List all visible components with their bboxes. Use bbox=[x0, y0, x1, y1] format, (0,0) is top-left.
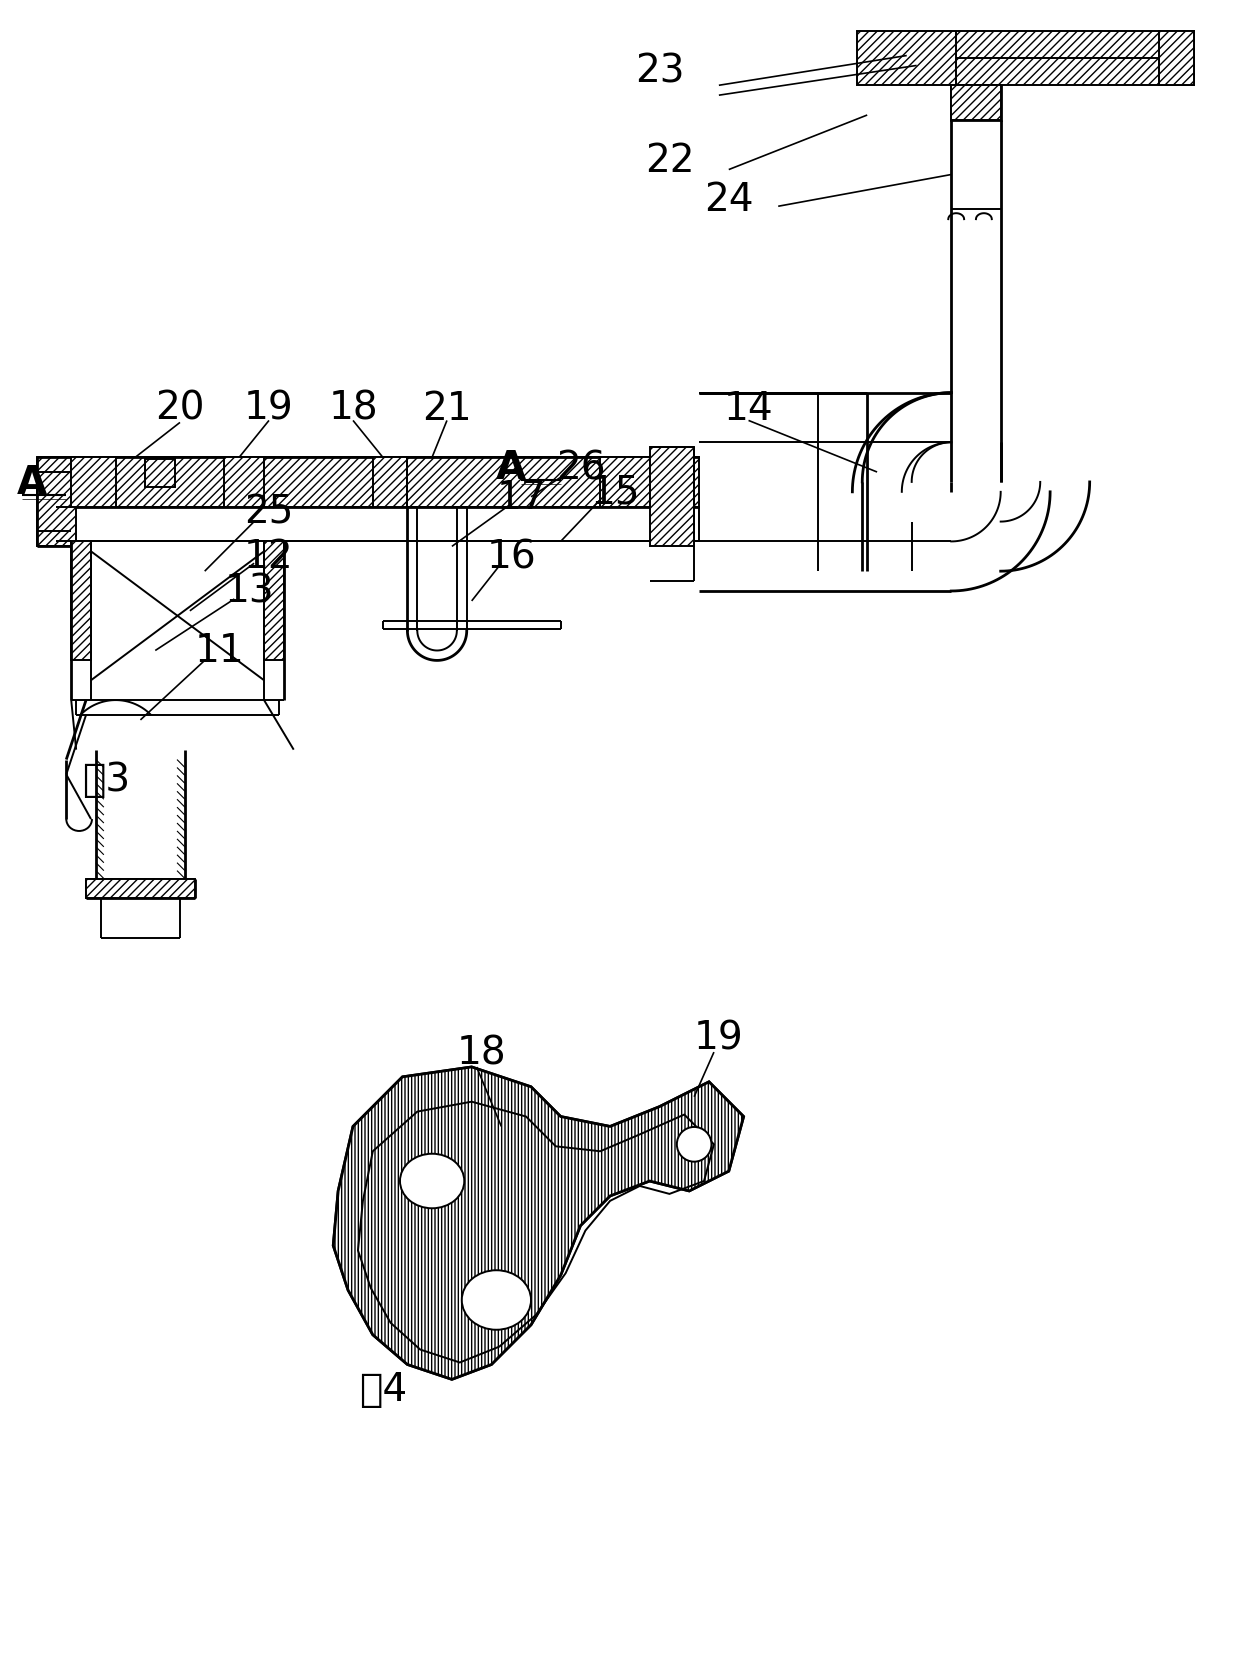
Text: 13: 13 bbox=[224, 573, 274, 611]
PathPatch shape bbox=[334, 1067, 744, 1380]
Bar bbox=[227, 460, 234, 473]
Bar bbox=[951, 86, 1001, 121]
Ellipse shape bbox=[401, 1154, 464, 1208]
Text: 25: 25 bbox=[244, 493, 294, 531]
Text: 22: 22 bbox=[645, 142, 694, 179]
PathPatch shape bbox=[334, 1067, 744, 1380]
Text: 19: 19 bbox=[244, 389, 294, 427]
Ellipse shape bbox=[461, 1271, 531, 1331]
Text: A: A bbox=[16, 463, 47, 501]
Text: 图3: 图3 bbox=[82, 761, 130, 799]
Bar bbox=[71, 458, 115, 508]
Bar bbox=[374, 492, 383, 505]
Text: 19: 19 bbox=[694, 1018, 744, 1056]
Bar bbox=[86, 879, 195, 899]
Text: 23: 23 bbox=[635, 53, 684, 91]
Bar bbox=[857, 31, 1194, 86]
Bar bbox=[603, 492, 610, 505]
Bar bbox=[37, 458, 76, 548]
Text: 15: 15 bbox=[590, 473, 640, 511]
Text: 18: 18 bbox=[456, 1033, 506, 1071]
Bar bbox=[637, 492, 646, 505]
Bar bbox=[650, 449, 694, 548]
Bar bbox=[887, 46, 1174, 71]
Bar bbox=[145, 460, 175, 488]
Bar bbox=[71, 543, 91, 660]
Bar bbox=[74, 492, 82, 505]
Bar bbox=[374, 460, 383, 473]
Bar bbox=[951, 86, 1001, 121]
Bar bbox=[227, 492, 234, 505]
Text: 18: 18 bbox=[329, 389, 378, 427]
Text: 24: 24 bbox=[704, 180, 754, 218]
Bar bbox=[603, 460, 610, 473]
Bar bbox=[74, 460, 82, 473]
Bar bbox=[71, 508, 699, 543]
Ellipse shape bbox=[677, 1127, 712, 1162]
Text: 21: 21 bbox=[422, 389, 471, 427]
Text: 20: 20 bbox=[155, 389, 205, 427]
Bar bbox=[1159, 31, 1194, 86]
Text: 11: 11 bbox=[195, 632, 244, 670]
Bar bbox=[637, 460, 646, 473]
Bar bbox=[600, 458, 650, 508]
Bar bbox=[71, 458, 699, 508]
Text: 26: 26 bbox=[556, 449, 605, 487]
Text: 17: 17 bbox=[496, 478, 546, 516]
Text: 16: 16 bbox=[486, 538, 536, 576]
Bar bbox=[224, 458, 264, 508]
Text: 图4: 图4 bbox=[358, 1370, 407, 1408]
Bar bbox=[264, 543, 284, 660]
Text: 12: 12 bbox=[244, 538, 294, 576]
Bar bbox=[373, 458, 408, 508]
Text: 14: 14 bbox=[724, 389, 774, 427]
Bar bbox=[145, 460, 175, 488]
Text: A: A bbox=[496, 449, 526, 487]
